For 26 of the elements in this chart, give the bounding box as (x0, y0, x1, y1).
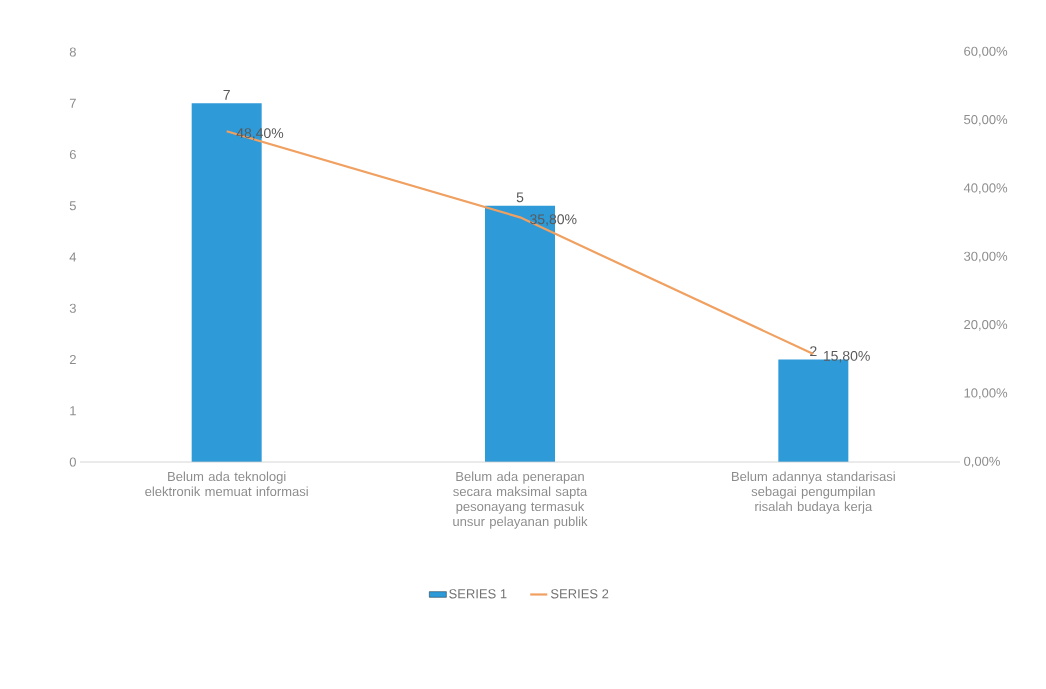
legend-label: SERIES 2 (550, 589, 609, 599)
y2-tick-label: 50,00% (964, 114, 1008, 126)
data-label: 35,80% (530, 214, 577, 226)
y2-tick-label: 10,00% (964, 388, 1008, 400)
y-tick-label: 1 (70, 406, 76, 416)
x-tick-label: Belum ada teknologi elektronik memuat informasi (145, 471, 308, 497)
data-label: 5 (516, 192, 524, 203)
y-tick-label: 7 (69, 98, 76, 108)
legend-label: SERIES 1 (449, 589, 507, 599)
y2-tick-label: 30,00% (964, 251, 1008, 263)
y2-tick-label: 40,00% (963, 183, 1008, 195)
y-tick-label: 3 (69, 303, 76, 313)
data-label: 48,40% (236, 128, 284, 140)
y2-tick-label: 60,00% (964, 46, 1008, 58)
y-tick-label: 8 (69, 47, 76, 57)
y2-tick-label: 20,00% (964, 319, 1008, 331)
x-tick-label: Belum ada penerapan secara maksimal sapta pesonayang termasuk unsur pelayanan publik (453, 471, 588, 529)
y-tick-label: 6 (69, 149, 76, 160)
y-tick-label: 5 (69, 201, 76, 211)
y-tick-label: 0 (69, 457, 76, 467)
data-label: 7 (223, 90, 230, 100)
x-tick-label: Belum adannya standarisasi sebagai pengumpilan risalah budaya kerja (732, 471, 895, 514)
data-label: 15,80% (823, 350, 870, 363)
y-tick-label: 4 (69, 252, 77, 262)
y2-tick-label: 0,00% (964, 456, 1000, 468)
y-tick-label: 2 (69, 354, 76, 365)
